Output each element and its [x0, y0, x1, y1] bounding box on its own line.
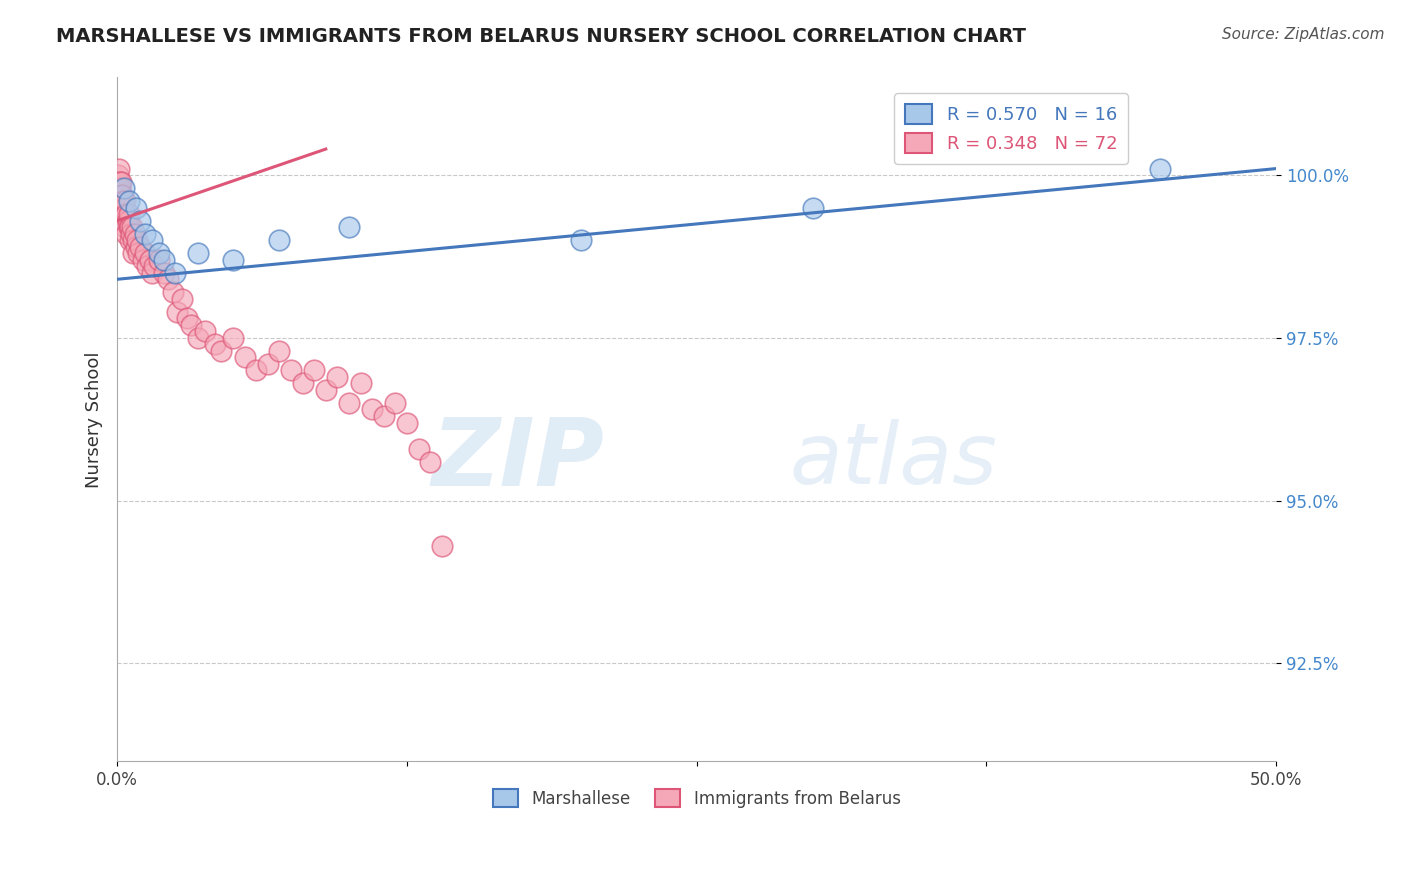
Y-axis label: Nursery School: Nursery School	[86, 351, 103, 488]
Point	[114, 220, 136, 235]
Point	[373, 409, 395, 423]
Point	[166, 305, 188, 319]
Point	[187, 246, 209, 260]
Point	[122, 246, 145, 260]
Point	[110, 187, 132, 202]
Point	[152, 266, 174, 280]
Point	[129, 240, 152, 254]
Point	[152, 252, 174, 267]
Point	[108, 181, 131, 195]
Point	[108, 194, 131, 208]
Point	[430, 539, 453, 553]
Point	[269, 343, 291, 358]
Point	[134, 227, 156, 241]
Legend: Marshallese, Immigrants from Belarus: Marshallese, Immigrants from Belarus	[486, 782, 907, 814]
Point	[138, 252, 160, 267]
Point	[120, 227, 142, 241]
Point	[257, 357, 280, 371]
Point	[108, 187, 131, 202]
Point	[315, 383, 337, 397]
Point	[194, 324, 217, 338]
Point	[136, 259, 159, 273]
Point	[162, 285, 184, 300]
Point	[337, 220, 360, 235]
Point	[117, 213, 139, 227]
Point	[122, 233, 145, 247]
Point	[384, 396, 406, 410]
Point	[222, 252, 245, 267]
Point	[118, 207, 141, 221]
Point	[108, 161, 131, 176]
Point	[125, 201, 148, 215]
Point	[141, 233, 163, 247]
Point	[1149, 161, 1171, 176]
Point	[131, 252, 153, 267]
Point	[115, 207, 138, 221]
Point	[172, 292, 194, 306]
Point	[112, 181, 135, 195]
Text: ZIP: ZIP	[432, 414, 605, 507]
Point	[176, 311, 198, 326]
Point	[187, 331, 209, 345]
Point	[291, 376, 314, 391]
Point	[349, 376, 371, 391]
Point	[148, 252, 170, 267]
Point	[108, 175, 131, 189]
Point	[112, 201, 135, 215]
Point	[125, 233, 148, 247]
Point	[233, 351, 256, 365]
Point	[165, 266, 187, 280]
Point	[118, 220, 141, 235]
Point	[114, 194, 136, 208]
Point	[148, 246, 170, 260]
Point	[801, 201, 824, 215]
Point	[408, 442, 430, 456]
Point	[107, 168, 129, 182]
Point	[222, 331, 245, 345]
Point	[129, 213, 152, 227]
Point	[111, 187, 134, 202]
Point	[180, 318, 202, 332]
Point	[326, 370, 349, 384]
Point	[111, 207, 134, 221]
Point	[143, 259, 166, 273]
Point	[111, 194, 134, 208]
Point	[302, 363, 325, 377]
Point	[269, 233, 291, 247]
Point	[157, 272, 180, 286]
Point	[108, 175, 131, 189]
Point	[121, 220, 143, 235]
Point	[111, 201, 134, 215]
Point	[110, 201, 132, 215]
Point	[419, 454, 441, 468]
Point	[395, 416, 418, 430]
Point	[361, 402, 384, 417]
Point	[280, 363, 302, 377]
Point	[211, 343, 233, 358]
Point	[337, 396, 360, 410]
Point	[118, 194, 141, 208]
Text: Source: ZipAtlas.com: Source: ZipAtlas.com	[1222, 27, 1385, 42]
Text: atlas: atlas	[789, 418, 997, 502]
Point	[245, 363, 267, 377]
Point	[125, 240, 148, 254]
Point	[112, 213, 135, 227]
Point	[118, 220, 141, 235]
Point	[127, 246, 149, 260]
Point	[110, 175, 132, 189]
Point	[107, 181, 129, 195]
Point	[115, 227, 138, 241]
Text: MARSHALLESE VS IMMIGRANTS FROM BELARUS NURSERY SCHOOL CORRELATION CHART: MARSHALLESE VS IMMIGRANTS FROM BELARUS N…	[56, 27, 1026, 45]
Point	[569, 233, 592, 247]
Point	[134, 246, 156, 260]
Point	[141, 266, 163, 280]
Point	[118, 233, 141, 247]
Point	[124, 227, 146, 241]
Point	[204, 337, 226, 351]
